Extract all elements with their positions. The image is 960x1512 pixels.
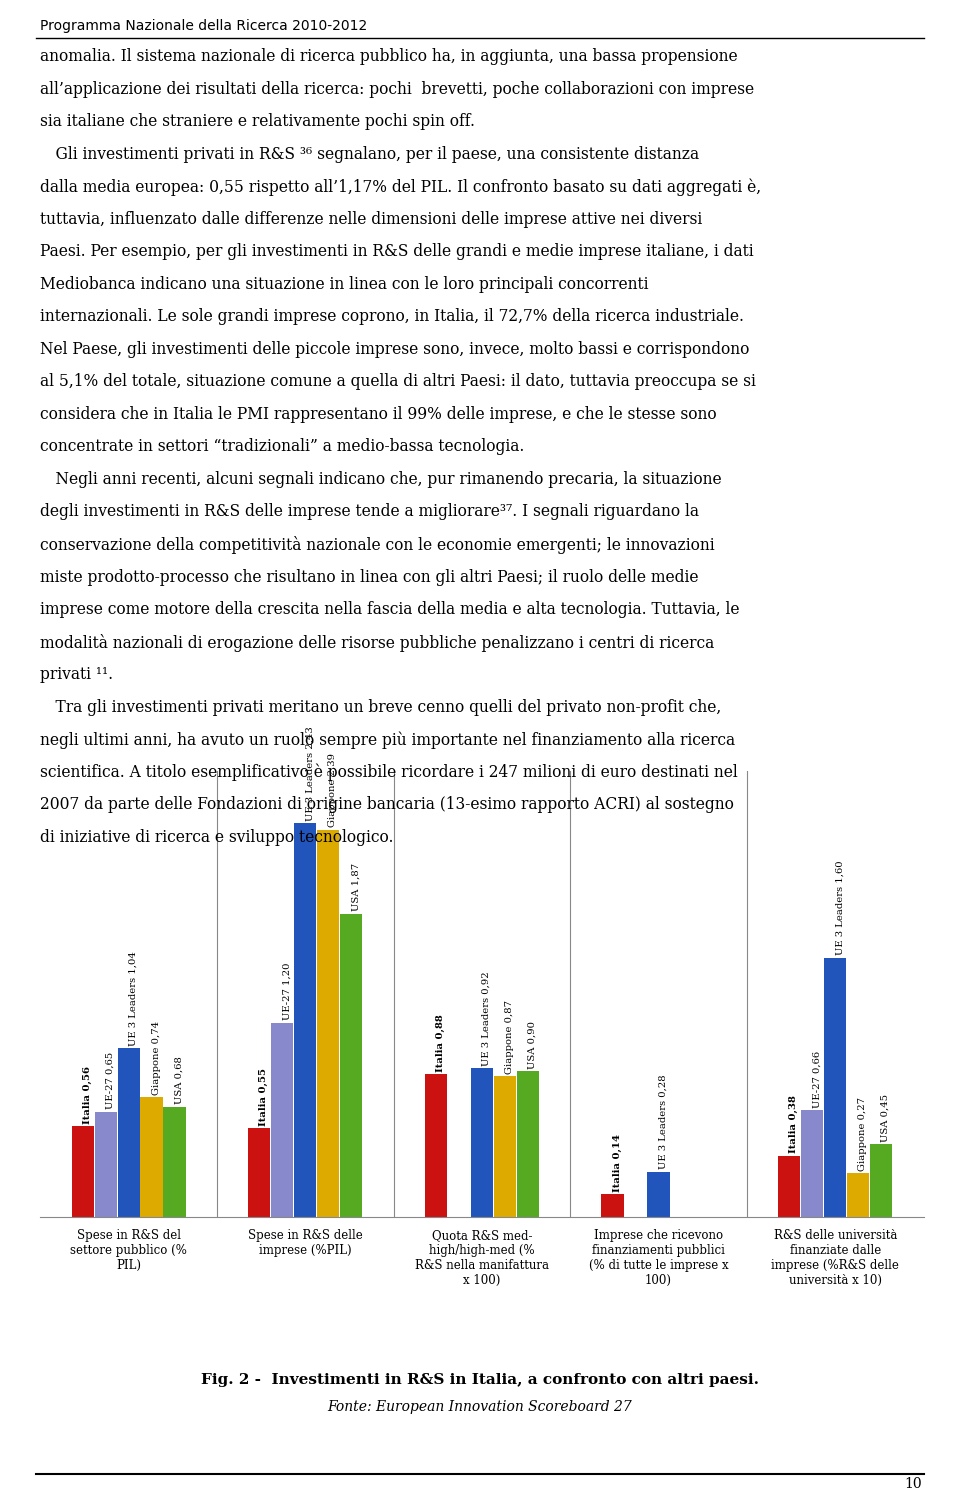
Text: degli investimenti in R&S delle imprese tende a migliorare³⁷. I segnali riguarda: degli investimenti in R&S delle imprese …	[40, 503, 699, 520]
Text: all’applicazione dei risultati della ricerca: pochi  brevetti, poche collaborazi: all’applicazione dei risultati della ric…	[40, 82, 755, 98]
Text: Italia 0,14: Italia 0,14	[612, 1134, 622, 1191]
Text: 2007 da parte delle Fondazioni di origine bancaria (13-esimo rapporto ACRI) al s: 2007 da parte delle Fondazioni di origin…	[40, 795, 734, 813]
Text: USA 0,68: USA 0,68	[175, 1057, 183, 1104]
Text: internazionali. Le sole grandi imprese coprono, in Italia, il 72,7% della ricerc: internazionali. Le sole grandi imprese c…	[40, 308, 744, 325]
Bar	[425, 1075, 447, 1217]
Bar	[294, 823, 317, 1217]
Text: Fig. 2 -  Investimenti in R&S in Italia, a confronto con altri paesi.: Fig. 2 - Investimenti in R&S in Italia, …	[201, 1373, 759, 1387]
Bar	[470, 1067, 493, 1217]
Bar	[801, 1110, 824, 1217]
Text: UE-27 1,20: UE-27 1,20	[282, 963, 291, 1021]
Text: sia italiane che straniere e relativamente pochi spin off.: sia italiane che straniere e relativamen…	[40, 113, 475, 130]
Text: Quota R&S med-
high/high-med (%
R&S nella manifattura
x 100): Quota R&S med- high/high-med (% R&S nell…	[415, 1229, 549, 1287]
Text: Programma Nazionale della Ricerca 2010-2012: Programma Nazionale della Ricerca 2010-2…	[40, 18, 368, 33]
Text: concentrate in settori “tradizionali” a medio-bassa tecnologia.: concentrate in settori “tradizionali” a …	[40, 438, 525, 455]
Bar	[140, 1098, 163, 1217]
Text: Giappone 0,87: Giappone 0,87	[505, 999, 514, 1074]
Text: conservazione della competitività nazionale con le economie emergenti; le innova: conservazione della competitività nazion…	[40, 537, 715, 553]
Text: Nel Paese, gli investimenti delle piccole imprese sono, invece, molto bassi e co: Nel Paese, gli investimenti delle piccol…	[40, 342, 750, 358]
Text: Tra gli investimenti privati meritano un breve cenno quelli del privato non-prof: Tra gli investimenti privati meritano un…	[40, 699, 722, 715]
Text: Giappone 2,39: Giappone 2,39	[328, 753, 337, 827]
Bar	[870, 1145, 892, 1217]
Bar	[117, 1048, 140, 1217]
Text: al 5,1% del totale, situazione comune a quella di altri Paesi: il dato, tuttavia: al 5,1% del totale, situazione comune a …	[40, 373, 756, 390]
Text: USA 0,90: USA 0,90	[528, 1021, 537, 1069]
Text: 10: 10	[904, 1477, 922, 1491]
Text: R&S delle università
finanziate dalle
imprese (%R&S delle
università x 10): R&S delle università finanziate dalle im…	[771, 1229, 900, 1287]
Text: anomalia. Il sistema nazionale di ricerca pubblico ha, in aggiunta, una bassa pr: anomalia. Il sistema nazionale di ricerc…	[40, 48, 738, 65]
Text: Giappone 0,74: Giappone 0,74	[152, 1021, 160, 1095]
Text: miste prodotto-processo che risultano in linea con gli altri Paesi; il ruolo del: miste prodotto-processo che risultano in…	[40, 569, 699, 585]
Text: USA 0,45: USA 0,45	[881, 1093, 890, 1142]
Text: considera che in Italia le PMI rappresentano il 99% delle imprese, e che le stes: considera che in Italia le PMI rappresen…	[40, 407, 717, 423]
Text: Spese in R&S delle
imprese (%PIL): Spese in R&S delle imprese (%PIL)	[248, 1229, 363, 1258]
Text: UE-27 0,65: UE-27 0,65	[106, 1052, 114, 1110]
Bar	[317, 830, 340, 1217]
Bar	[824, 957, 847, 1217]
Text: Giappone 0,27: Giappone 0,27	[858, 1096, 867, 1170]
Text: UE 3 Leaders 1,60: UE 3 Leaders 1,60	[835, 860, 844, 956]
Text: Imprese che ricevono
finanziamenti pubblici
(% di tutte le imprese x
100): Imprese che ricevono finanziamenti pubbl…	[588, 1229, 729, 1287]
Text: privati ¹¹.: privati ¹¹.	[40, 667, 113, 683]
Text: Mediobanca indicano una situazione in linea con le loro principali concorrenti: Mediobanca indicano una situazione in li…	[40, 277, 649, 293]
Bar	[249, 1128, 271, 1217]
Text: UE 3 Leaders 0,28: UE 3 Leaders 0,28	[659, 1075, 667, 1169]
Text: UE-27 0,66: UE-27 0,66	[812, 1051, 821, 1108]
Text: Gli investimenti privati in R&S ³⁶ segnalano, per il paese, una consistente dist: Gli investimenti privati in R&S ³⁶ segna…	[40, 147, 700, 163]
Bar	[72, 1126, 94, 1217]
Text: Italia 0,38: Italia 0,38	[789, 1095, 799, 1154]
Text: Negli anni recenti, alcuni segnali indicano che, pur rimanendo precaria, la situ: Negli anni recenti, alcuni segnali indic…	[40, 472, 722, 488]
Bar	[94, 1111, 117, 1217]
Text: Paesi. Per esempio, per gli investimenti in R&S delle grandi e medie imprese ita: Paesi. Per esempio, per gli investimenti…	[40, 243, 754, 260]
Text: Italia 0,88: Italia 0,88	[436, 1015, 445, 1072]
Bar	[271, 1022, 294, 1217]
Text: UE 3 Leaders 1,04: UE 3 Leaders 1,04	[129, 951, 137, 1046]
Text: modalità nazionali di erogazione delle risorse pubbliche penalizzano i centri di: modalità nazionali di erogazione delle r…	[40, 634, 714, 652]
Text: negli ultimi anni, ha avuto un ruolo sempre più importante nel finanziamento all: negli ultimi anni, ha avuto un ruolo sem…	[40, 732, 735, 748]
Text: UE 3 Leaders 0,92: UE 3 Leaders 0,92	[482, 971, 491, 1066]
Bar	[516, 1070, 539, 1217]
Bar	[602, 1194, 624, 1217]
Bar	[340, 913, 362, 1217]
Text: Italia 0,56: Italia 0,56	[83, 1066, 92, 1123]
Bar	[493, 1077, 516, 1217]
Bar	[647, 1172, 670, 1217]
Text: Italia 0,55: Italia 0,55	[259, 1067, 269, 1125]
Text: Spese in R&S del
settore pubblico (%
PIL): Spese in R&S del settore pubblico (% PIL…	[70, 1229, 187, 1272]
Bar	[847, 1173, 870, 1217]
Text: dalla media europea: 0,55 rispetto all’1,17% del PIL. Il confronto basato su dat: dalla media europea: 0,55 rispetto all’1…	[40, 178, 761, 197]
Text: UE 3 Leaders 2,43: UE 3 Leaders 2,43	[305, 726, 314, 821]
Bar	[163, 1107, 185, 1217]
Text: USA 1,87: USA 1,87	[351, 863, 360, 912]
Text: tuttavia, influenzato dalle differenze nelle dimensioni delle imprese attive nei: tuttavia, influenzato dalle differenze n…	[40, 212, 703, 228]
Text: scientifica. A titolo esemplificativo è possibile ricordare i 247 milioni di eur: scientifica. A titolo esemplificativo è …	[40, 764, 738, 782]
Text: Fonte: European Innovation Scoreboard 27: Fonte: European Innovation Scoreboard 27	[327, 1400, 633, 1414]
Bar	[779, 1155, 801, 1217]
Text: di iniziative di ricerca e sviluppo tecnologico.: di iniziative di ricerca e sviluppo tecn…	[40, 829, 394, 845]
Text: imprese come motore della crescita nella fascia della media e alta tecnologia. T: imprese come motore della crescita nella…	[40, 602, 740, 618]
